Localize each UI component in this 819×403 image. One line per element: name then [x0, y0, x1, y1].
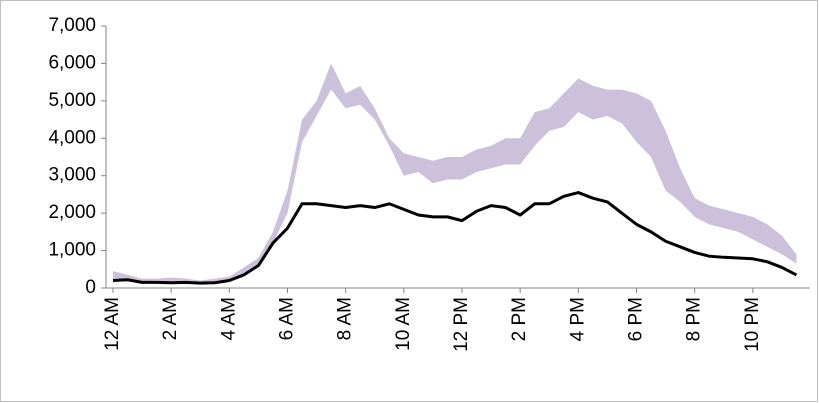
band-area	[113, 63, 797, 284]
y-tick-label: 4,000	[48, 127, 96, 148]
x-tick-label: 8 PM	[684, 297, 705, 341]
x-tick-label: 4 PM	[567, 297, 588, 341]
x-tick-label: 8 AM	[335, 297, 356, 340]
series-line	[112, 191, 798, 285]
x-tick-label: 12 PM	[451, 297, 472, 352]
y-tick-label: 7,000	[48, 15, 96, 36]
x-tick-label: 12 AM	[102, 297, 123, 351]
x-tick-label: 6 PM	[626, 297, 647, 341]
y-tick-label: 1,000	[48, 240, 96, 261]
x-tick-label: 2 AM	[160, 297, 181, 340]
y-tick-label: 0	[85, 277, 96, 298]
y-tick-label: 2,000	[48, 202, 96, 223]
x-tick-label: 6 AM	[277, 297, 298, 340]
x-tick-label: 4 AM	[218, 297, 239, 340]
y-tick-label: 3,000	[48, 165, 96, 186]
y-tick-label: 5,000	[48, 90, 96, 111]
y-tick-label: 6,000	[48, 52, 96, 73]
x-tick-label: 2 PM	[509, 297, 530, 341]
x-tick-label: 10 AM	[393, 297, 414, 351]
x-tick-label: 10 PM	[742, 297, 763, 352]
